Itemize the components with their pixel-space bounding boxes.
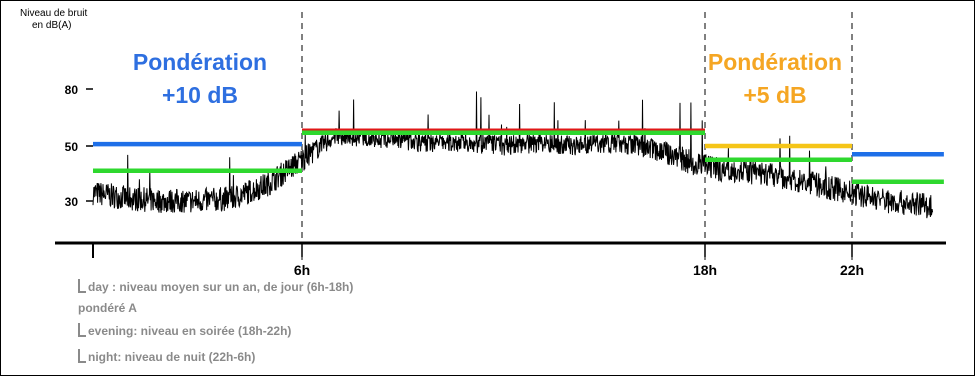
legend-night-text: night: niveau de nuit (22h-6h)	[88, 350, 256, 364]
y-axis-label-line1: Niveau de bruit	[20, 8, 88, 19]
x-tick-label-6h: 6h	[294, 262, 310, 278]
annotation-weighting-evening-line1: Pondération	[708, 49, 842, 75]
legend-day-line2: pondéré A	[78, 301, 137, 315]
corner-bracket-icon	[78, 279, 86, 293]
legend-evening-text: evening: niveau en soirée (18h-22h)	[88, 324, 292, 338]
y-tick-label-30: 30	[65, 195, 79, 209]
y-tick-label-80: 80	[65, 83, 79, 97]
x-tick-label-18h: 18h	[693, 262, 717, 278]
corner-bracket-icon	[78, 323, 86, 337]
noise-series-line	[92, 91, 934, 219]
legend-evening: evening: niveau en soirée (18h-22h)	[78, 323, 291, 338]
y-axis-label-line2: en dB(A)	[32, 20, 72, 31]
x-tick-label-22h: 22h	[840, 262, 864, 278]
corner-bracket-icon	[78, 349, 86, 363]
y-tick-label-50: 50	[65, 140, 79, 154]
annotation-weighting-day-night-line2: +10 dB	[162, 82, 238, 108]
legend-day-text: day : niveau moyen sur un an, de jour (6…	[88, 280, 354, 294]
legend-day: day : niveau moyen sur un an, de jour (6…	[78, 279, 353, 294]
annotation-weighting-day-night-line1: Pondération	[133, 49, 267, 75]
legend-night: night: niveau de nuit (22h-6h)	[78, 349, 255, 364]
annotation-weighting-evening-line2: +5 dB	[743, 82, 806, 108]
